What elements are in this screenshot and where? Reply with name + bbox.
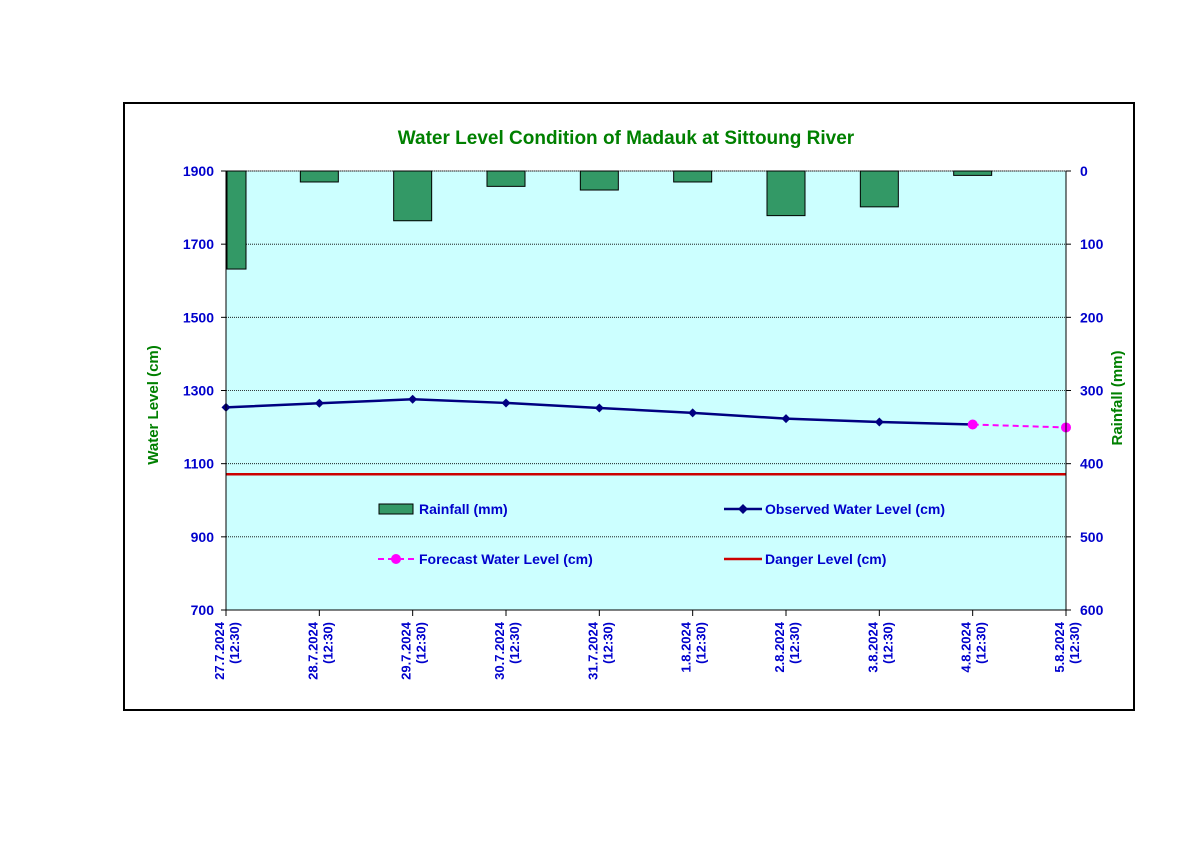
axes [221,170,1071,616]
x-tick-label-time: (12:30) [974,622,989,664]
x-tick-label-time: (12:30) [227,622,242,664]
legend: Rainfall (mm) Observed Water Level (cm) … [378,501,945,567]
x-tick-label-date: 28.7.2024 [305,621,320,680]
right-tick-label: 100 [1080,236,1104,252]
x-tick-label-date: 29.7.2024 [399,621,414,680]
forecast-point [967,419,978,430]
legend-rainfall-swatch [378,503,414,515]
left-tick-label: 900 [191,529,215,545]
rainfall-bar [226,170,247,270]
rainfall-bar [953,170,993,176]
x-tick-label-date: 5.8.2024 [1052,621,1067,672]
x-tick-label-date: 30.7.2024 [492,621,507,680]
rainfall-bar [393,170,433,222]
x-tick-label-time: (12:30) [694,622,709,664]
x-tick-label-date: 27.7.2024 [212,621,227,680]
observed-point [314,398,324,408]
x-tick-label-time: (12:30) [414,622,429,664]
legend-forecast-marker [391,554,401,564]
right-axis-title: Rainfall (mm) [1109,350,1126,445]
x-tick-label-time: (12:30) [880,622,895,664]
left-axis-title: Water Level (cm) [145,345,162,464]
left-tick-label: 1500 [183,309,214,325]
left-tick-label: 1300 [183,383,214,399]
x-tick-label-date: 2.8.2024 [772,621,787,672]
legend-observed-marker [738,504,748,514]
gridlines [226,170,1066,538]
x-tick-label-time: (12:30) [787,622,802,664]
x-tick-label-time: (12:30) [1067,622,1082,664]
rainfall-bar [859,170,899,208]
tick-labels: 700 900 1100 1300 1500 1700 1900 0 100 200 300 400 5… [183,163,1104,680]
observed-point [781,414,791,424]
forecast-water-level-line [972,423,1067,429]
x-tick-label-date: 31.7.2024 [585,621,600,680]
rainfall-bar [486,170,526,187]
left-tick-label: 1900 [183,163,214,179]
legend-forecast-label: Forecast Water Level (cm) [419,551,593,567]
x-tick-label-date: 4.8.2024 [959,621,974,672]
chart-title: Water Level Condition of Madauk at Sitto… [398,128,855,149]
left-tick-label: 700 [191,602,215,618]
rainfall-bar [579,170,619,191]
right-tick-label: 600 [1080,602,1104,618]
rainfall-bar [299,170,339,183]
x-tick-label-time: (12:30) [320,622,335,664]
x-tick-label-date: 3.8.2024 [865,621,880,672]
observed-point [408,394,418,404]
right-tick-label: 400 [1080,456,1104,472]
right-tick-label: 300 [1080,383,1104,399]
right-tick-label: 200 [1080,309,1104,325]
legend-rainfall-label: Rainfall (mm) [419,501,508,517]
observed-point [594,403,604,413]
x-tick-label-date: 1.8.2024 [679,621,694,672]
rainfall-bars [226,170,993,270]
observed-point [688,408,698,418]
rainfall-bar [766,170,806,217]
right-tick-label: 0 [1080,163,1088,179]
x-tick-label-time: (12:30) [507,622,522,664]
left-tick-label: 1100 [184,456,215,472]
legend-danger-label: Danger Level (cm) [765,551,886,567]
left-tick-label: 1700 [183,236,214,252]
observed-point [501,398,511,408]
observed-point [874,417,884,427]
legend-observed-label: Observed Water Level (cm) [765,501,945,517]
x-tick-label-time: (12:30) [600,622,615,664]
right-tick-label: 500 [1080,529,1104,545]
series-lines [221,394,1071,476]
rainfall-bar [673,170,713,183]
